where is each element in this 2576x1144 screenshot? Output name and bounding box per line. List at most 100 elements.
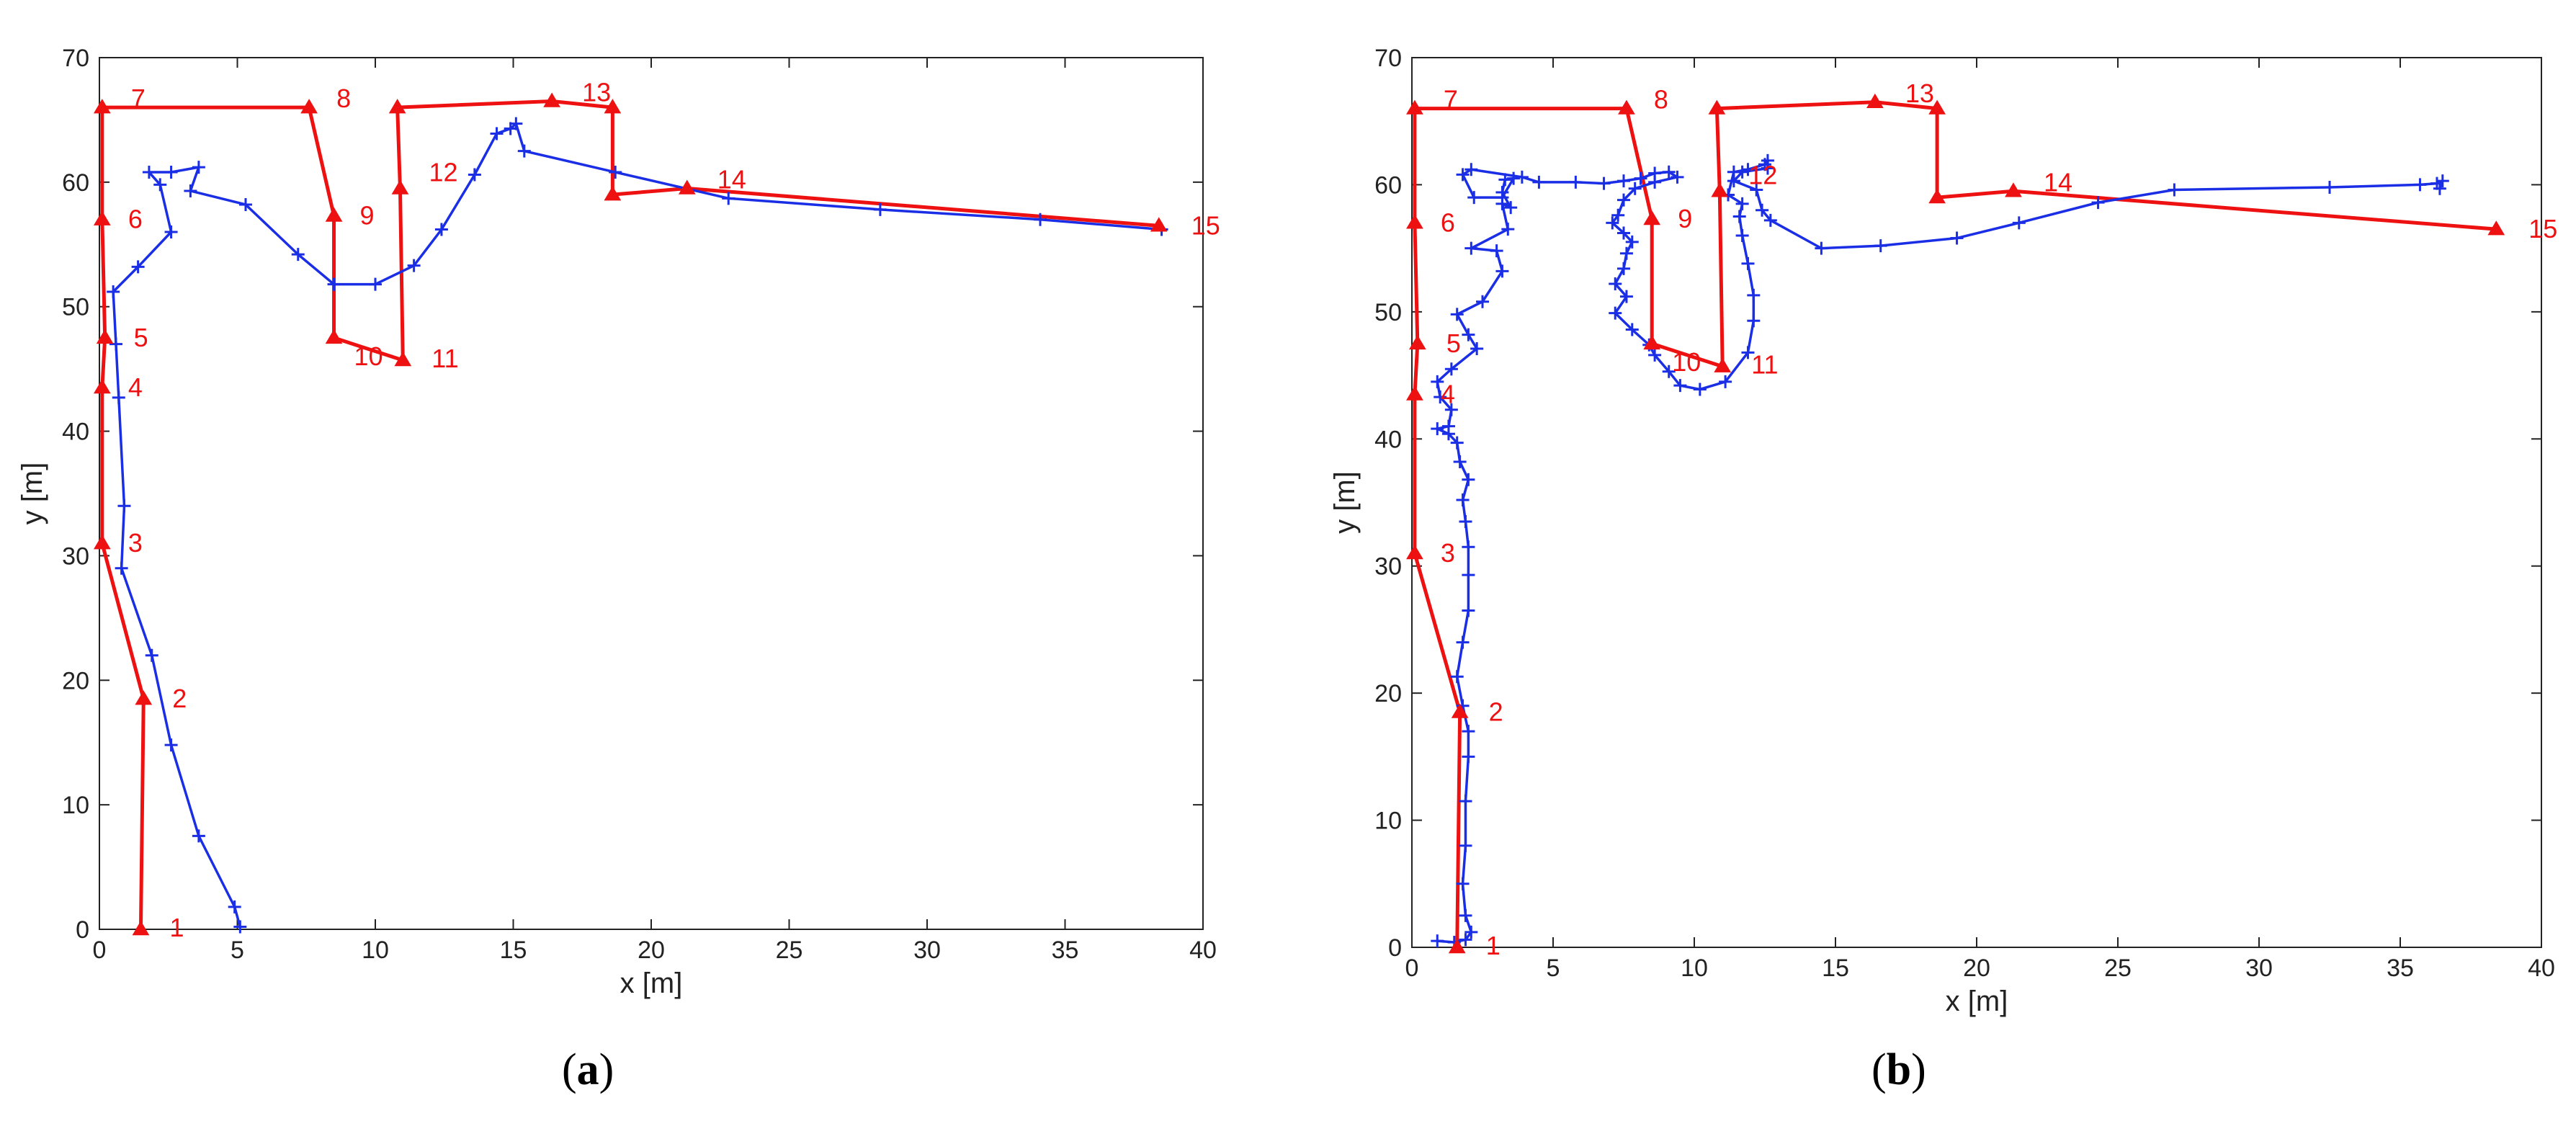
- x-tick-label: 40: [1189, 937, 1217, 964]
- waypoint-label: 9: [1678, 204, 1692, 233]
- estimated-point-marker: [1750, 183, 1763, 197]
- estimated-point-marker: [2433, 182, 2446, 195]
- waypoint-label: 6: [128, 205, 143, 234]
- estimated-point-marker: [233, 920, 247, 934]
- estimated-point-marker: [1464, 163, 1478, 176]
- y-tick-label: 50: [1374, 299, 1402, 326]
- estimated-point-marker: [1741, 346, 1755, 359]
- x-tick-label: 0: [1405, 955, 1419, 982]
- estimated-point-marker: [1459, 514, 1472, 528]
- estimated-point-marker: [1462, 328, 1475, 341]
- x-tick-label: 40: [2528, 955, 2555, 982]
- x-tick-label: 25: [2104, 955, 2132, 982]
- waypoint-label: 7: [131, 84, 146, 113]
- x-tick-label: 5: [1547, 955, 1560, 982]
- estimated-point-marker: [1462, 540, 1475, 554]
- panel-caption-a: (a): [562, 1045, 614, 1094]
- estimated-point-marker: [1634, 171, 1647, 185]
- waypoint-label: 13: [1905, 79, 1934, 108]
- estimated-point-marker: [1611, 208, 1625, 222]
- panel-caption-b: (b): [1871, 1045, 1926, 1094]
- estimated-point-marker: [1515, 170, 1529, 184]
- waypoint-label: 13: [582, 78, 611, 107]
- x-tick-label: 30: [2245, 955, 2273, 982]
- x-tick-label: 0: [93, 937, 107, 964]
- estimated-point-marker: [1727, 174, 1740, 188]
- x-tick-label: 20: [1963, 955, 1990, 982]
- estimated-point-marker: [1495, 264, 1509, 278]
- waypoint-marker: [2487, 220, 2505, 236]
- estimated-point-marker: [1456, 877, 1470, 890]
- waypoint-marker: [678, 179, 696, 195]
- waypoint-label: 12: [1748, 160, 1777, 189]
- estimated-point-marker: [1735, 197, 1749, 210]
- x-tick-label: 15: [1822, 955, 1849, 982]
- y-tick-label: 40: [62, 419, 89, 446]
- estimated-point-marker: [1693, 383, 1707, 396]
- estimated-point-marker: [1459, 839, 1472, 852]
- waypoint-marker: [1928, 99, 1946, 115]
- estimated-point-marker: [1456, 493, 1470, 506]
- estimated-point-marker: [1763, 213, 1777, 227]
- estimated-point-marker: [1619, 290, 1633, 303]
- estimated-point-marker: [1617, 193, 1630, 207]
- y-tick-label: 10: [62, 792, 89, 819]
- estimated-point-marker: [1609, 306, 1622, 320]
- estimated-point-marker: [1648, 348, 1662, 362]
- x-tick-label: 15: [500, 937, 527, 964]
- y-tick-label: 20: [62, 667, 89, 694]
- waypoint-label: 11: [431, 344, 458, 373]
- waypoint-label: 4: [1441, 380, 1455, 409]
- estimated-point-marker: [1467, 191, 1481, 205]
- waypoint-marker: [543, 92, 560, 107]
- estimated-point-marker: [1625, 323, 1639, 336]
- estimated-point-marker: [1619, 246, 1633, 260]
- estimated-point-marker: [509, 117, 523, 130]
- estimated-point-marker: [109, 337, 122, 351]
- estimated-point-marker: [1532, 175, 1546, 189]
- estimated-point-marker: [1462, 604, 1475, 617]
- estimated-point-marker: [1662, 365, 1676, 378]
- x-axis-label: x [m]: [1946, 986, 2008, 1017]
- estimated-point-marker: [1671, 170, 1684, 184]
- y-tick-label: 50: [62, 294, 89, 321]
- estimated-point-marker: [1444, 362, 1458, 376]
- waypoint-marker: [1406, 99, 1423, 115]
- waypoint-marker: [1618, 99, 1635, 115]
- estimated-point-marker: [1495, 191, 1509, 205]
- estimated-point-marker: [228, 900, 241, 913]
- waypoint-marker: [388, 99, 406, 114]
- estimated-point-marker: [1747, 288, 1761, 302]
- estimated-point-marker: [1741, 163, 1755, 176]
- estimated-point-marker: [107, 285, 120, 298]
- reference-path-line: [1413, 100, 2497, 948]
- estimated-point-marker: [153, 178, 167, 192]
- y-tick-label: 0: [1388, 934, 1402, 962]
- waypoint-label: 15: [1191, 210, 1220, 240]
- y-axis-label: y [m]: [1329, 471, 1361, 534]
- estimated-point-marker: [1459, 795, 1472, 808]
- waypoint-marker: [93, 535, 111, 550]
- estimated-point-marker: [1617, 262, 1630, 275]
- estimated-point-marker: [1950, 231, 1964, 245]
- waypoint-label: 14: [2044, 167, 2072, 197]
- estimated-point-marker: [2323, 180, 2336, 194]
- waypoint-marker: [1406, 545, 1423, 560]
- y-tick-label: 10: [1374, 808, 1402, 835]
- plot-frame: [1411, 57, 2542, 948]
- estimated-point-marker: [184, 184, 197, 197]
- waypoint-marker: [1643, 334, 1661, 350]
- estimated-point-marker: [1504, 201, 1518, 215]
- y-tick-label: 70: [1374, 45, 1402, 72]
- estimated-point-marker: [1673, 379, 1687, 393]
- estimated-point-marker: [1735, 229, 1749, 242]
- estimated-point-marker: [1597, 176, 1611, 190]
- waypoint-label: 9: [360, 201, 375, 231]
- estimated-point-marker: [1625, 235, 1639, 249]
- estimated-point-marker: [1456, 635, 1470, 649]
- estimated-point-marker: [1476, 295, 1489, 308]
- estimated-point-marker: [1462, 473, 1475, 486]
- estimated-point-marker: [722, 192, 735, 205]
- x-tick-label: 35: [1052, 937, 1079, 964]
- estimated-point-marker: [1735, 165, 1749, 179]
